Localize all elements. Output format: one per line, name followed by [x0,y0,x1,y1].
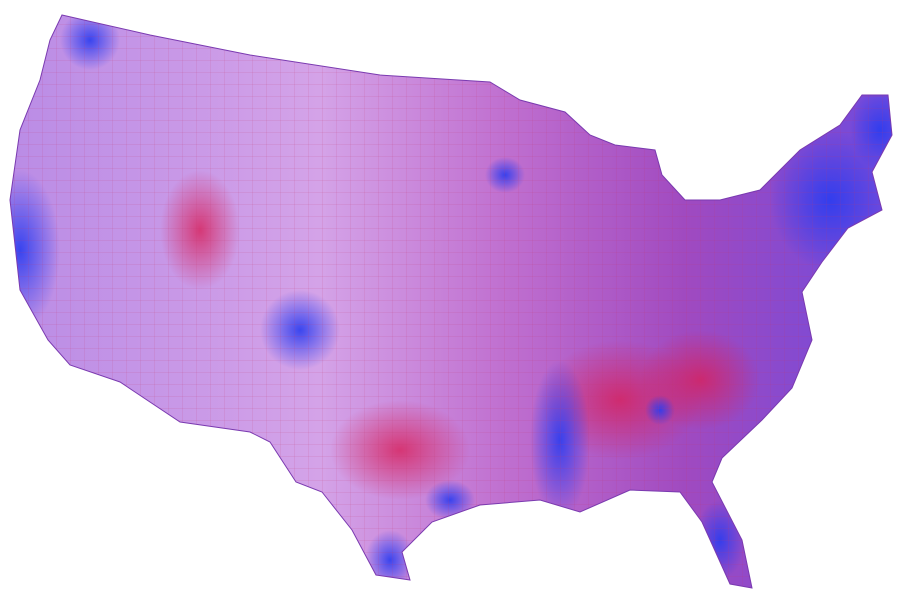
page [9,14,893,589]
county-map [9,14,893,589]
map-fill [10,15,892,588]
